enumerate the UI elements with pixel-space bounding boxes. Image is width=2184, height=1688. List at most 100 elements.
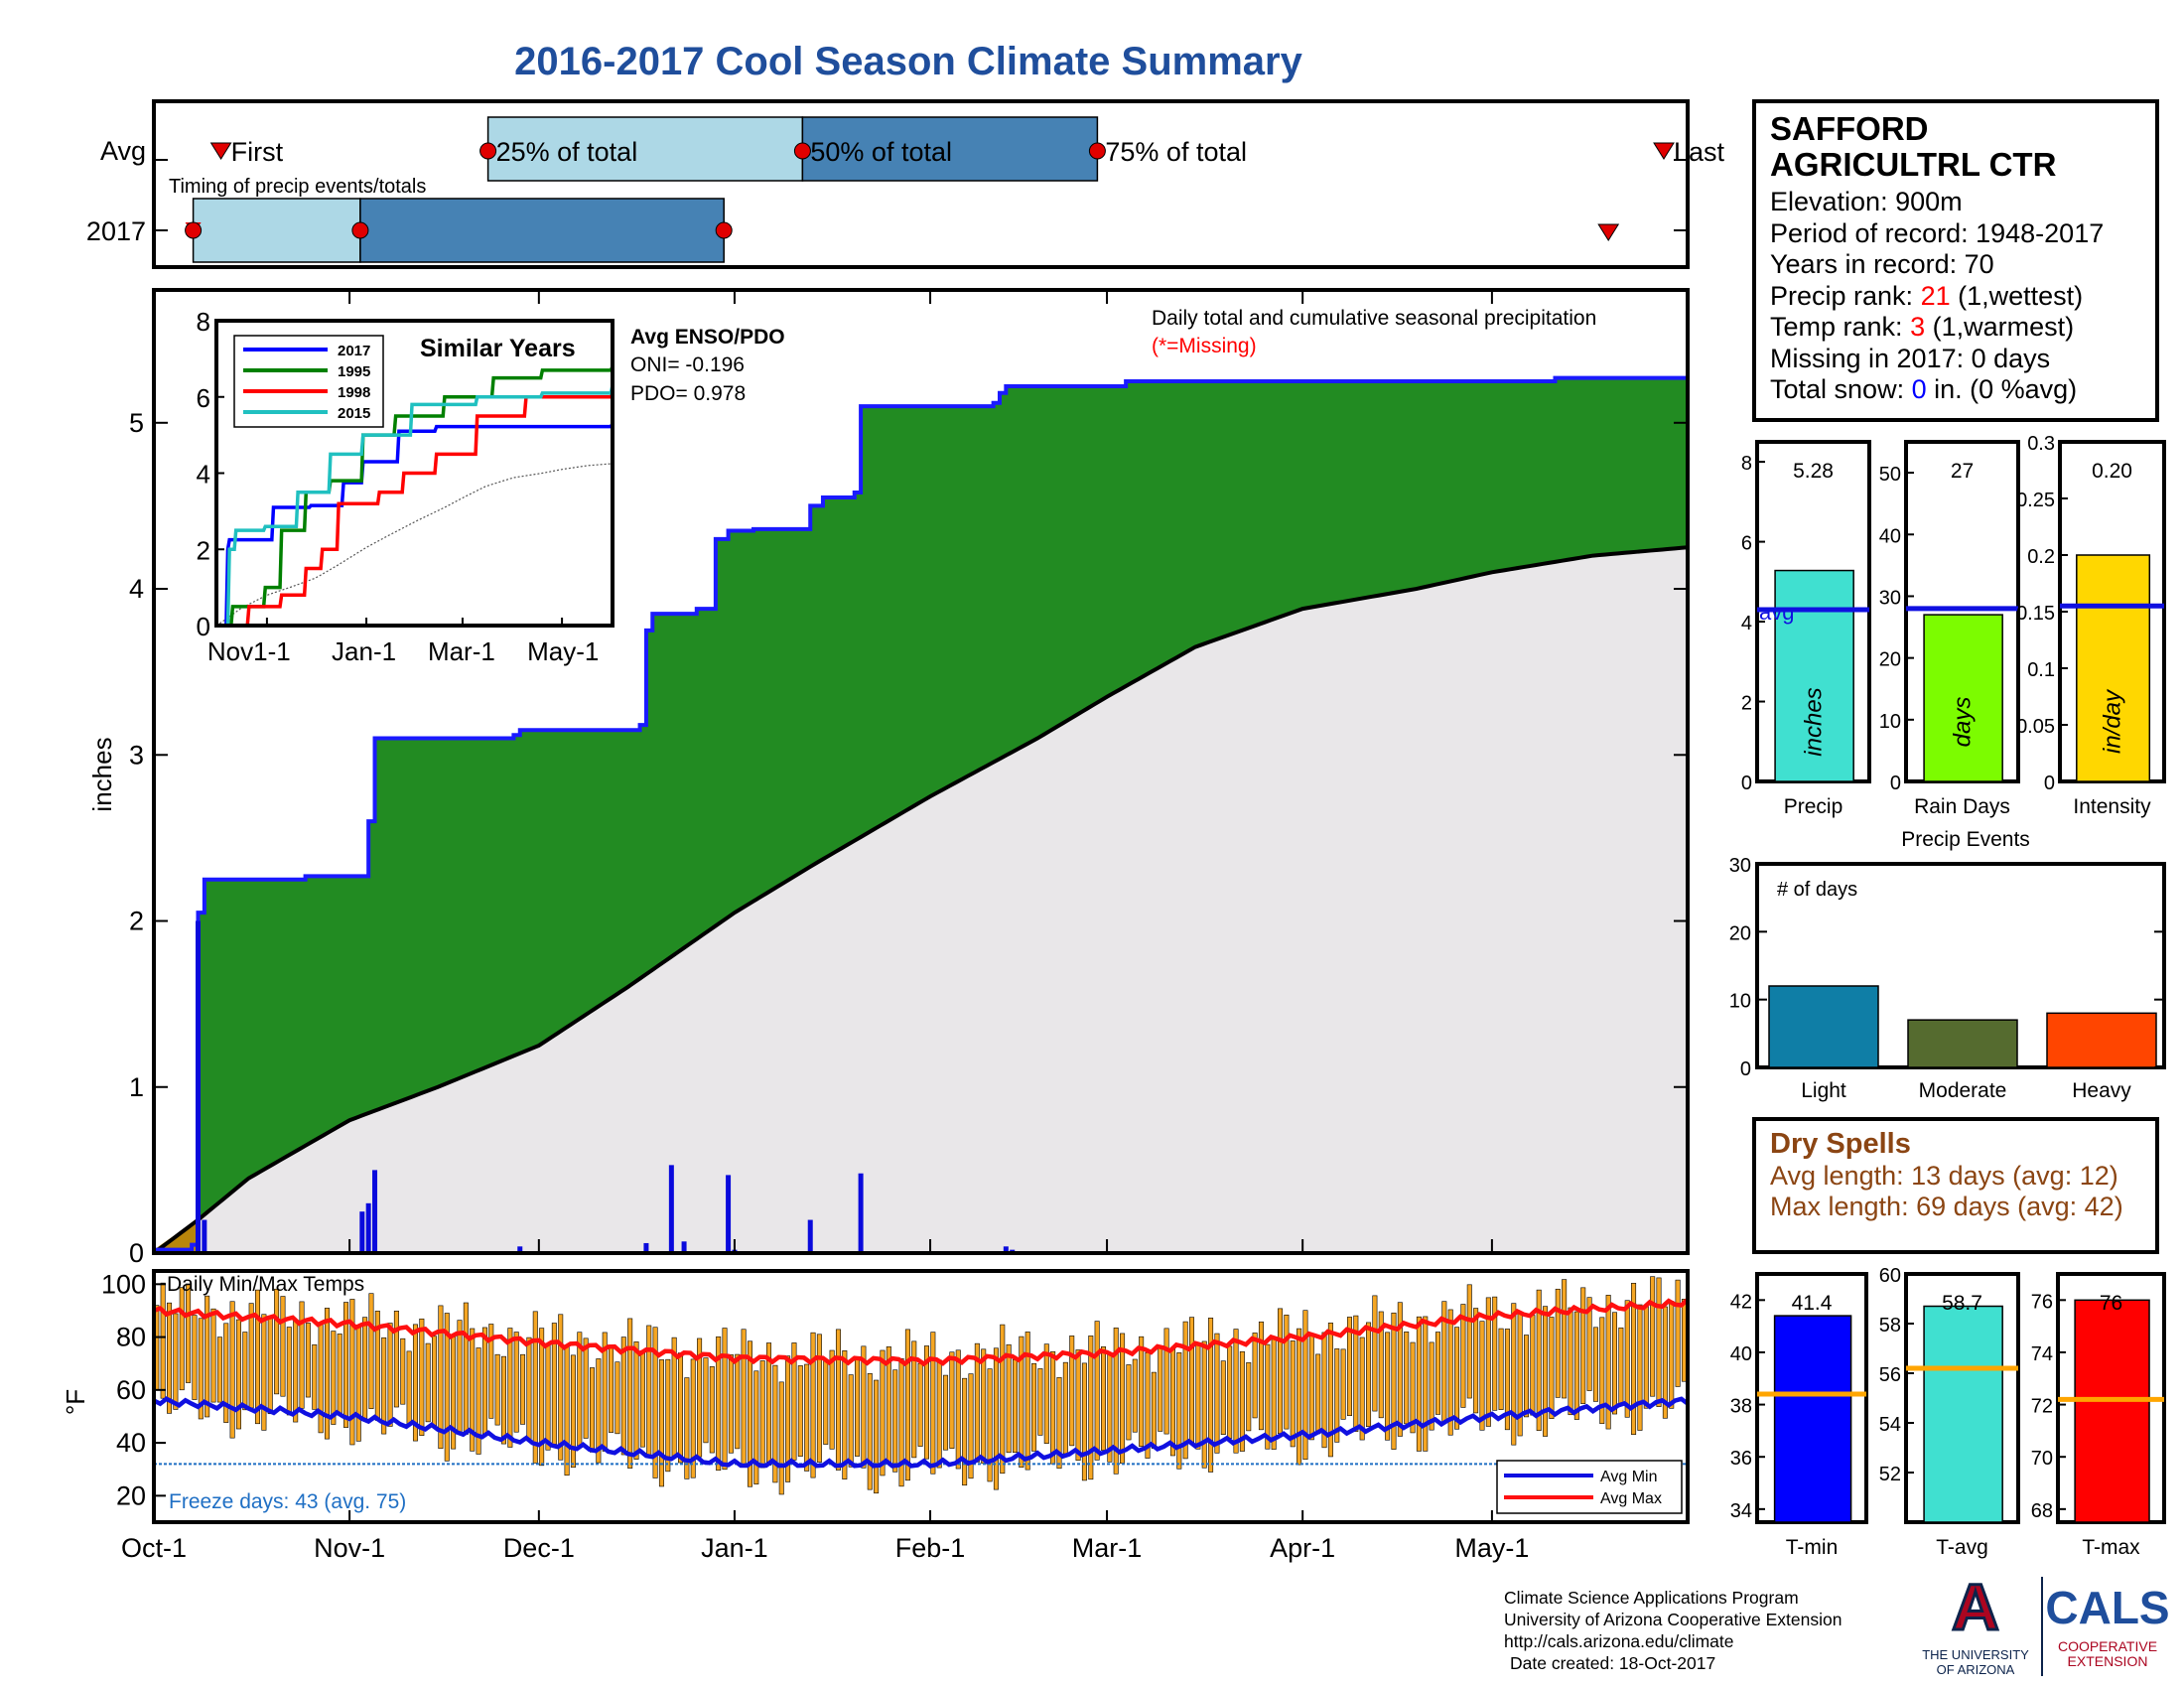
temp-daily-bar (1163, 1328, 1169, 1435)
temp-daily-bar (242, 1332, 248, 1411)
temp-daily-bar (627, 1318, 633, 1469)
temp-daily-bar (1158, 1347, 1163, 1432)
bar-category-label: T-min (1786, 1536, 1839, 1559)
bar-ytick-label: 52 (1879, 1464, 1901, 1485)
temp-daily-bar (987, 1368, 993, 1482)
2017-p50-marker (351, 221, 369, 239)
bar-unit-label: days (1950, 697, 1977, 748)
temp-daily-bar (299, 1301, 305, 1409)
coop-line-2: EXTENSION (2068, 1653, 2148, 1669)
temp-daily-bar (1612, 1312, 1618, 1415)
avg-p50-marker (793, 142, 811, 160)
bar-ytick-label: 10 (1879, 711, 1901, 733)
t-min-bar (1773, 1315, 1852, 1523)
temp-daily-bar (1233, 1329, 1239, 1454)
bar-category-label: T-avg (1936, 1536, 1988, 1559)
2017-q1-box (192, 198, 361, 263)
temp-daily-bar (1037, 1368, 1043, 1436)
temp-daily-bar (684, 1377, 690, 1479)
credits-line-4: Date created: 18-Oct-2017 (1510, 1653, 1716, 1673)
temp-daily-bar (255, 1289, 261, 1425)
bar-value-label: 0.20 (2092, 460, 2132, 483)
temp-daily-bar (1397, 1302, 1403, 1437)
event-bar-heavy (2046, 1012, 2157, 1068)
t-avg-bar (1923, 1305, 2003, 1523)
temp-daily-bar (1075, 1349, 1081, 1462)
temp-daily-bar (438, 1305, 444, 1450)
temp-daily-bar (1353, 1315, 1359, 1432)
missing-label: Missing in 2017: 0 days (1770, 343, 2051, 373)
credits-line-2: University of Arizona Cooperative Extens… (1504, 1610, 1843, 1629)
elevation-label: Elevation: 900m (1770, 187, 1963, 216)
temp-daily-bar (280, 1296, 286, 1397)
temp-daily-bar (1050, 1350, 1056, 1465)
avg-p25-label: 25% of total (496, 137, 638, 167)
bar-ytick-label: 0.1 (2027, 659, 2055, 681)
temp-daily-bar (962, 1377, 968, 1486)
temp-daily-bar (1473, 1308, 1479, 1414)
temp-daily-bar (772, 1364, 778, 1483)
bar-ytick-label: 74 (2031, 1343, 2053, 1365)
temp-daily-bar (1012, 1359, 1018, 1453)
temp-daily-bar (981, 1348, 987, 1464)
temp-daily-bar (590, 1367, 596, 1453)
temp-daily-bar (1410, 1341, 1416, 1434)
temp-daily-bar (1637, 1304, 1643, 1431)
precip-missing-note: (*=Missing) (1152, 335, 1257, 357)
temp-daily-bar (1208, 1318, 1214, 1473)
temp-daily-bar (797, 1365, 803, 1457)
date-axis-label: Jan-1 (701, 1533, 768, 1563)
temp-daily-bar (205, 1295, 210, 1418)
temp-daily-bar (1391, 1312, 1397, 1450)
temp-daily-bar (1504, 1329, 1510, 1431)
temp-daily-bar (1675, 1279, 1681, 1387)
dry-spells-avg: Avg length: 13 days (avg: 12) (1770, 1161, 2118, 1191)
temp-daily-bar (810, 1332, 816, 1478)
bar-ytick-label: 54 (1879, 1414, 1901, 1436)
bar-value-label: 41.4 (1792, 1292, 1833, 1315)
timing-panel: Avg 2017 Timing of precip events/totals … (86, 99, 1725, 269)
univ-line-1: THE UNIVERSITY (1922, 1647, 2029, 1662)
temp-daily-bar (393, 1310, 399, 1408)
avg-first-label: First (231, 137, 284, 167)
avg-p75-label: 75% of total (1105, 137, 1247, 167)
temp-daily-bar (930, 1332, 936, 1475)
events-annotation: # of days (1777, 879, 1857, 901)
temp-daily-bar (968, 1373, 974, 1479)
bar-ytick-label: 40 (1730, 1343, 1752, 1365)
temp-daily-bar (1145, 1351, 1151, 1459)
temp-daily-bar (1094, 1321, 1100, 1461)
daily-precip-bar (372, 1170, 378, 1253)
avg-last-label: Last (1674, 137, 1725, 167)
temp-daily-bar (753, 1370, 759, 1484)
daily-precip-bar (196, 920, 202, 1253)
temp-daily-bar (481, 1327, 487, 1436)
bar-ytick-label: 68 (2031, 1500, 2053, 1522)
bar-ytick-label: 0.05 (2016, 716, 2055, 738)
bar-unit-label: inches (1801, 687, 1828, 756)
intensity-bar (2076, 554, 2151, 782)
temp-daily-bar (1201, 1340, 1207, 1469)
temp-daily-bar (507, 1328, 513, 1448)
date-axis-label: Mar-1 (1072, 1533, 1143, 1563)
avg-first-marker (209, 142, 232, 160)
temp-daily-bar (343, 1302, 349, 1428)
avg-p75-marker (1088, 142, 1106, 160)
temp-daily-bar (1290, 1340, 1296, 1448)
temp-daily-bar (312, 1343, 318, 1410)
event-bar-light (1768, 985, 1879, 1068)
bar-ytick-label: 0.15 (2016, 603, 2055, 625)
temp-daily-bar (1302, 1310, 1308, 1461)
oni-label: ONI= -0.196 (630, 353, 745, 376)
bar-ytick-label: 0.25 (2016, 490, 2055, 511)
inset-xtick-label: Jan-1 (332, 636, 396, 666)
inset-series-line-2015 (216, 384, 614, 628)
temp-daily-bar (993, 1347, 999, 1490)
precip-rank-suffix: (1,wettest) (1950, 280, 2084, 311)
dry-spells-max: Max length: 69 days (avg: 42) (1770, 1192, 2123, 1221)
temp-daily-bar (1176, 1352, 1182, 1470)
precip-annotation: Daily total and cumulative seasonal prec… (1152, 307, 1596, 330)
temp-rank-suffix: (1,warmest) (1925, 312, 2075, 342)
temp-daily-bar (305, 1323, 311, 1398)
date-axis-label: Oct-1 (121, 1533, 187, 1563)
